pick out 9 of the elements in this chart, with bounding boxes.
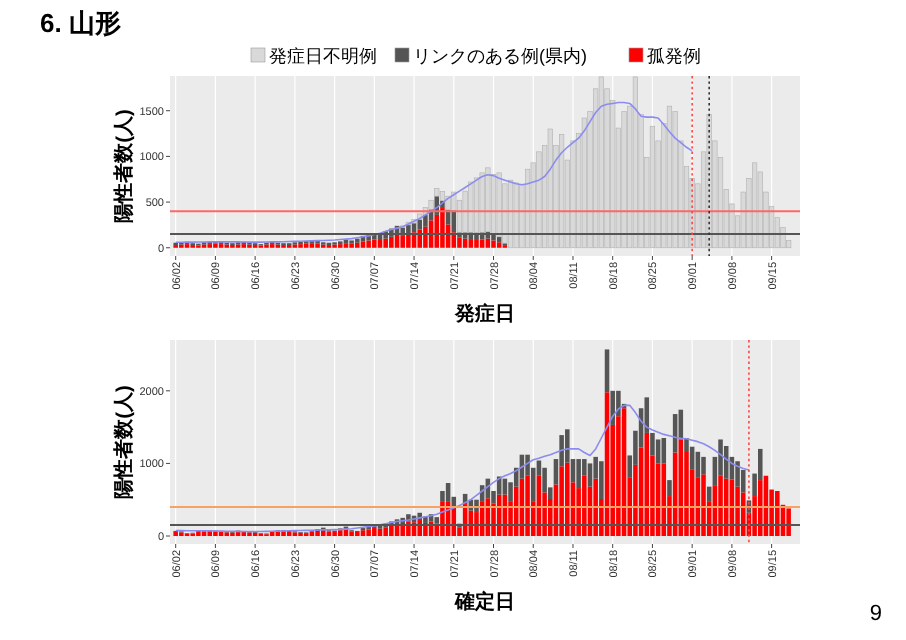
legend-label: 孤発例 [647, 46, 701, 66]
y-axis-title: 陽性者数(人) [112, 385, 136, 499]
legend-label: 発症日不明例 [269, 46, 377, 66]
legend-label: リンクのある例(県内) [413, 46, 587, 66]
x-axis-title: 発症日 [453, 302, 515, 326]
chart-title: 6. 山形 [40, 8, 121, 38]
x-axis-title: 確定日 [453, 590, 515, 614]
y-axis-title: 陽性者数(人) [112, 109, 136, 223]
text: 9 [869, 602, 882, 626]
